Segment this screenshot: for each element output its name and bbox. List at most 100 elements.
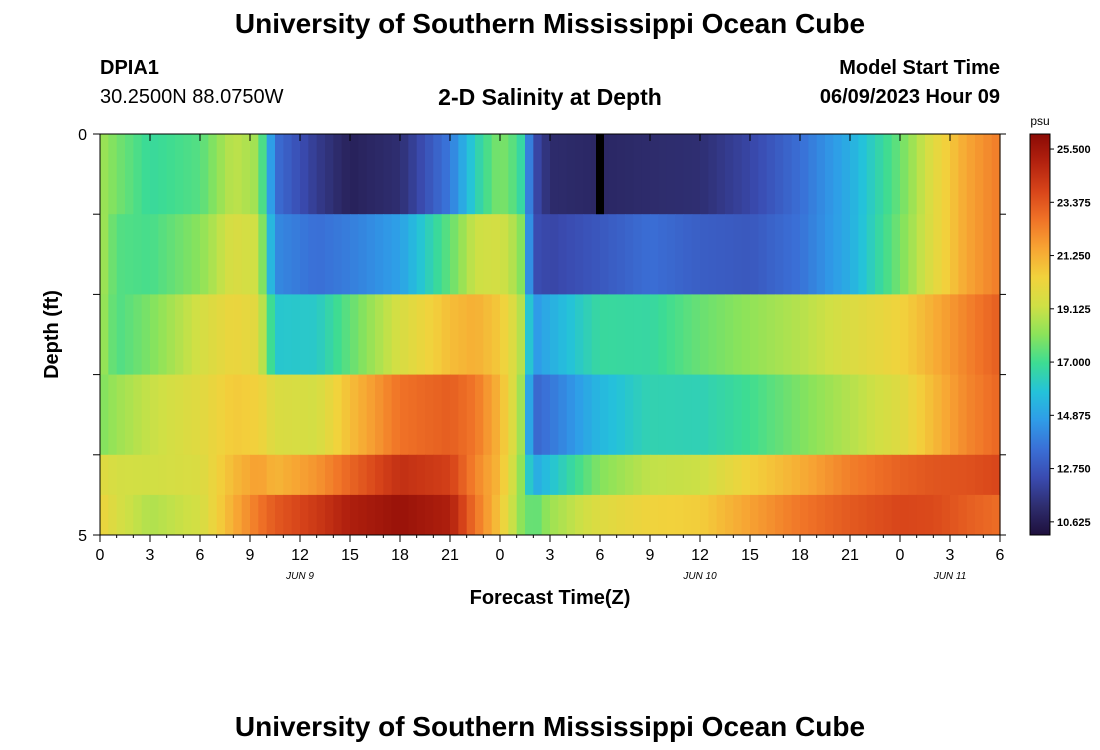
- colorbar-tick-label: 25.500: [1057, 144, 1091, 156]
- heatmap-cell: [683, 374, 693, 456]
- heatmap-cell: [925, 294, 934, 375]
- heatmap-cell: [908, 294, 918, 375]
- x-tick-label: 6: [196, 547, 205, 564]
- heatmap-cell: [650, 494, 659, 536]
- heatmap-cell: [791, 294, 801, 375]
- heatmap-cell: [200, 214, 209, 295]
- heatmap-cell: [441, 134, 451, 215]
- heatmap-cell: [600, 134, 609, 215]
- heatmap-cell: [775, 134, 784, 215]
- x-tick-label: 6: [996, 547, 1005, 564]
- heatmap-cell: [458, 494, 468, 536]
- heatmap-cell: [891, 134, 901, 215]
- heatmap-cell: [866, 294, 876, 375]
- heatmap-cell: [133, 134, 143, 215]
- heatmap-cell: [925, 214, 934, 295]
- heatmap-cell: [266, 134, 276, 215]
- heatmap-cell: [900, 374, 909, 456]
- heatmap-cell: [950, 454, 959, 496]
- heatmap-cell: [550, 294, 559, 375]
- x-tick-label: 18: [791, 547, 809, 564]
- heatmap-cell: [883, 374, 893, 456]
- heatmap-cell: [741, 494, 751, 536]
- heatmap-cell: [625, 214, 634, 295]
- heatmap-cell: [716, 134, 726, 215]
- heatmap-cell: [125, 214, 134, 295]
- heatmap-cell: [233, 454, 243, 496]
- heatmap-cell: [191, 214, 201, 295]
- heatmap-cell: [983, 214, 993, 295]
- heatmap-cell: [633, 494, 643, 536]
- heatmap-cell: [658, 454, 668, 496]
- heatmap-cell: [133, 454, 143, 496]
- heatmap-cell: [466, 134, 476, 215]
- heatmap-cell: [666, 214, 676, 295]
- heatmap-cell: [408, 374, 418, 456]
- heatmap-cell: [441, 294, 451, 375]
- heatmap-cell: [716, 454, 726, 496]
- date-label: JUN 9: [285, 571, 314, 582]
- heatmap-cell: [916, 134, 926, 215]
- heatmap-cell: [850, 454, 859, 496]
- heatmap-cell: [116, 134, 126, 215]
- heatmap-cell: [600, 454, 609, 496]
- heatmap-cell: [933, 214, 943, 295]
- heatmap-cell: [191, 494, 201, 536]
- x-tick-label: 21: [841, 547, 859, 564]
- heatmap-cell: [700, 494, 709, 536]
- heatmap-cell: [841, 214, 851, 295]
- heatmap-cell: [783, 214, 793, 295]
- heatmap-cell: [400, 454, 409, 496]
- heatmap-cell: [675, 374, 684, 456]
- date-label: JUN 10: [682, 571, 717, 582]
- heatmap-cell: [966, 494, 976, 536]
- heatmap-cell: [833, 134, 843, 215]
- heatmap-cell: [908, 134, 918, 215]
- heatmap-cell: [858, 374, 868, 456]
- heatmap-cell: [158, 134, 168, 215]
- heatmap-cell: [508, 374, 518, 456]
- heatmap-cell: [675, 134, 684, 215]
- heatmap-cell: [950, 294, 959, 375]
- heatmap-cell: [416, 214, 426, 295]
- heatmap-cell: [275, 454, 284, 496]
- heatmap-cell: [650, 294, 659, 375]
- heatmap-cell: [641, 214, 651, 295]
- heatmap-cell: [225, 374, 234, 456]
- heatmap-cell: [650, 374, 659, 456]
- heatmap-cell: [691, 294, 701, 375]
- heatmap-cell: [250, 214, 259, 295]
- heatmap-cell: [225, 214, 234, 295]
- heatmap-cell: [975, 374, 984, 456]
- heatmap-cell: [466, 214, 476, 295]
- heatmap-cell: [558, 134, 568, 215]
- heatmap-cell: [991, 374, 1001, 456]
- heatmap-cell: [483, 134, 493, 215]
- heatmap-cell: [491, 494, 501, 536]
- heatmap-cell: [325, 134, 334, 215]
- heatmap-cell: [383, 494, 393, 536]
- heatmap-cell: [233, 294, 243, 375]
- heatmap-cell: [641, 454, 651, 496]
- heatmap-cell: [291, 454, 301, 496]
- heatmap-cell: [458, 374, 468, 456]
- heatmap-cell: [258, 134, 268, 215]
- heatmap-cell: [391, 214, 401, 295]
- heatmap-cell: [216, 214, 226, 295]
- heatmap-cell: [200, 454, 209, 496]
- heatmap-cell: [783, 494, 793, 536]
- heatmap-cell: [666, 454, 676, 496]
- heatmap-cell: [116, 494, 126, 536]
- heatmap-cell: [791, 454, 801, 496]
- heatmap-cell: [841, 494, 851, 536]
- heatmap-cell: [516, 294, 526, 375]
- heatmap-cell: [541, 294, 551, 375]
- heatmap-cell: [150, 374, 159, 456]
- heatmap-cell: [216, 294, 226, 375]
- axes: 0 3 6 9 12 15 18 21 0 3 6 9 12 15 18 21 0 3 6 JUN 9 JUN 10 JU…: [78, 127, 1006, 582]
- heatmap-cell: [266, 454, 276, 496]
- current-time-marker: [596, 134, 604, 215]
- x-tick-label: 15: [341, 547, 359, 564]
- heatmap-cell: [691, 454, 701, 496]
- heatmap-cell: [450, 134, 459, 215]
